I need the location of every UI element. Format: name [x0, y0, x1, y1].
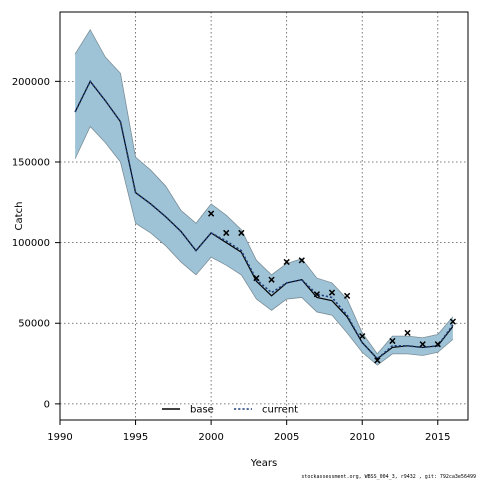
observed-marker — [389, 337, 396, 345]
marker-stroke — [298, 257, 305, 264]
footer-note: stockassessment.org, WBSS_004_3, r9432 ,… — [301, 474, 476, 480]
band-lower-edge — [74, 125, 454, 366]
x-tick-label: 1995 — [123, 432, 148, 443]
marker-stroke — [283, 258, 290, 266]
series-lines — [74, 79, 454, 360]
observed-marker — [238, 229, 245, 237]
band-area — [75, 29, 453, 366]
marker-stroke — [359, 333, 366, 340]
confidence-band — [74, 28, 454, 366]
x-tick-label: 2000 — [198, 432, 223, 443]
y-axis-title: Catch — [14, 202, 25, 231]
series-line-base — [74, 80, 454, 360]
marker-stroke — [449, 318, 457, 325]
marker-stroke — [268, 276, 275, 283]
x-tick-label: 2005 — [274, 432, 299, 443]
y-tick-label: 0 — [44, 399, 50, 410]
y-tick-label: 150000 — [12, 157, 50, 168]
marker-stroke — [374, 357, 381, 364]
observed-marker — [283, 258, 290, 266]
observed-marker — [207, 210, 215, 217]
marker-stroke — [419, 341, 426, 348]
observed-marker — [313, 291, 321, 298]
marker-stroke — [313, 291, 321, 298]
plot-frame — [59, 11, 469, 421]
marker-stroke — [207, 210, 215, 217]
marker-stroke — [253, 274, 260, 282]
x-tick-label: 1990 — [47, 432, 72, 443]
grid-lines — [59, 12, 468, 420]
x-tick-label: 2015 — [425, 432, 450, 443]
observed-marker — [343, 292, 351, 299]
observed-marker — [223, 229, 230, 237]
legend-label-base: base — [190, 405, 214, 416]
legend-label-current: current — [262, 405, 298, 416]
observed-marker — [298, 257, 305, 264]
x-tick-label: 2010 — [349, 432, 374, 443]
observed-marker — [359, 333, 366, 340]
x-axis-title: Years — [250, 458, 277, 469]
marker-stroke — [238, 229, 245, 237]
observed-marker — [253, 274, 260, 282]
observed-marker — [328, 289, 336, 296]
observed-marker — [404, 329, 411, 337]
marker-stroke — [434, 341, 441, 348]
observed-points — [207, 210, 457, 364]
y-tick-label: 200000 — [12, 77, 50, 88]
legend: base current — [162, 405, 298, 416]
series-line-current — [74, 79, 454, 360]
observed-marker — [434, 341, 441, 348]
observed-marker — [268, 276, 275, 283]
observed-marker — [374, 357, 381, 364]
observed-marker — [419, 341, 426, 348]
marker-stroke — [389, 337, 396, 345]
y-tick-label: 100000 — [12, 238, 50, 249]
marker-stroke — [328, 289, 336, 296]
axis-ticks: 1990 1995 2000 2005 2010 2015 0 50000 100000 1500… — [12, 77, 451, 443]
marker-stroke — [223, 229, 230, 237]
observed-marker — [449, 318, 457, 325]
marker-stroke — [404, 329, 411, 337]
y-tick-label: 50000 — [18, 319, 50, 330]
marker-stroke — [343, 292, 351, 299]
